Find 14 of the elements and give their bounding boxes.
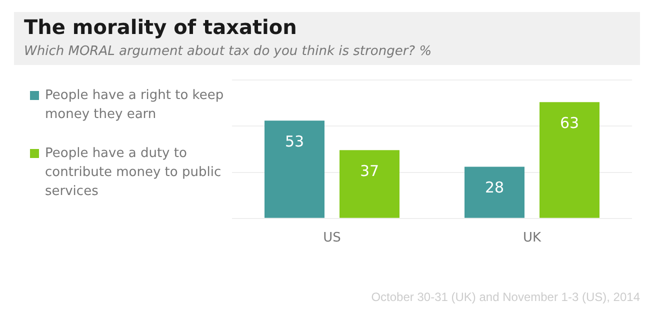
data-label: 63	[560, 114, 580, 132]
bar	[340, 150, 400, 218]
data-label: 37	[360, 162, 380, 180]
legend-label: People have a duty to contribute money to public services	[45, 145, 222, 201]
bar	[264, 120, 324, 218]
x-tick-label: US	[323, 230, 341, 246]
x-tick-label: UK	[522, 230, 542, 246]
chart-title: The morality of taxation	[24, 15, 297, 39]
chart-subtitle: Which MORAL argument about tax do you think is stronger? %	[24, 44, 432, 59]
data-label: 53	[284, 132, 304, 150]
bar	[464, 166, 524, 218]
legend-label: People have a right to keep money they earn	[45, 87, 225, 124]
data-label: 28	[484, 178, 504, 197]
bar	[540, 102, 600, 218]
